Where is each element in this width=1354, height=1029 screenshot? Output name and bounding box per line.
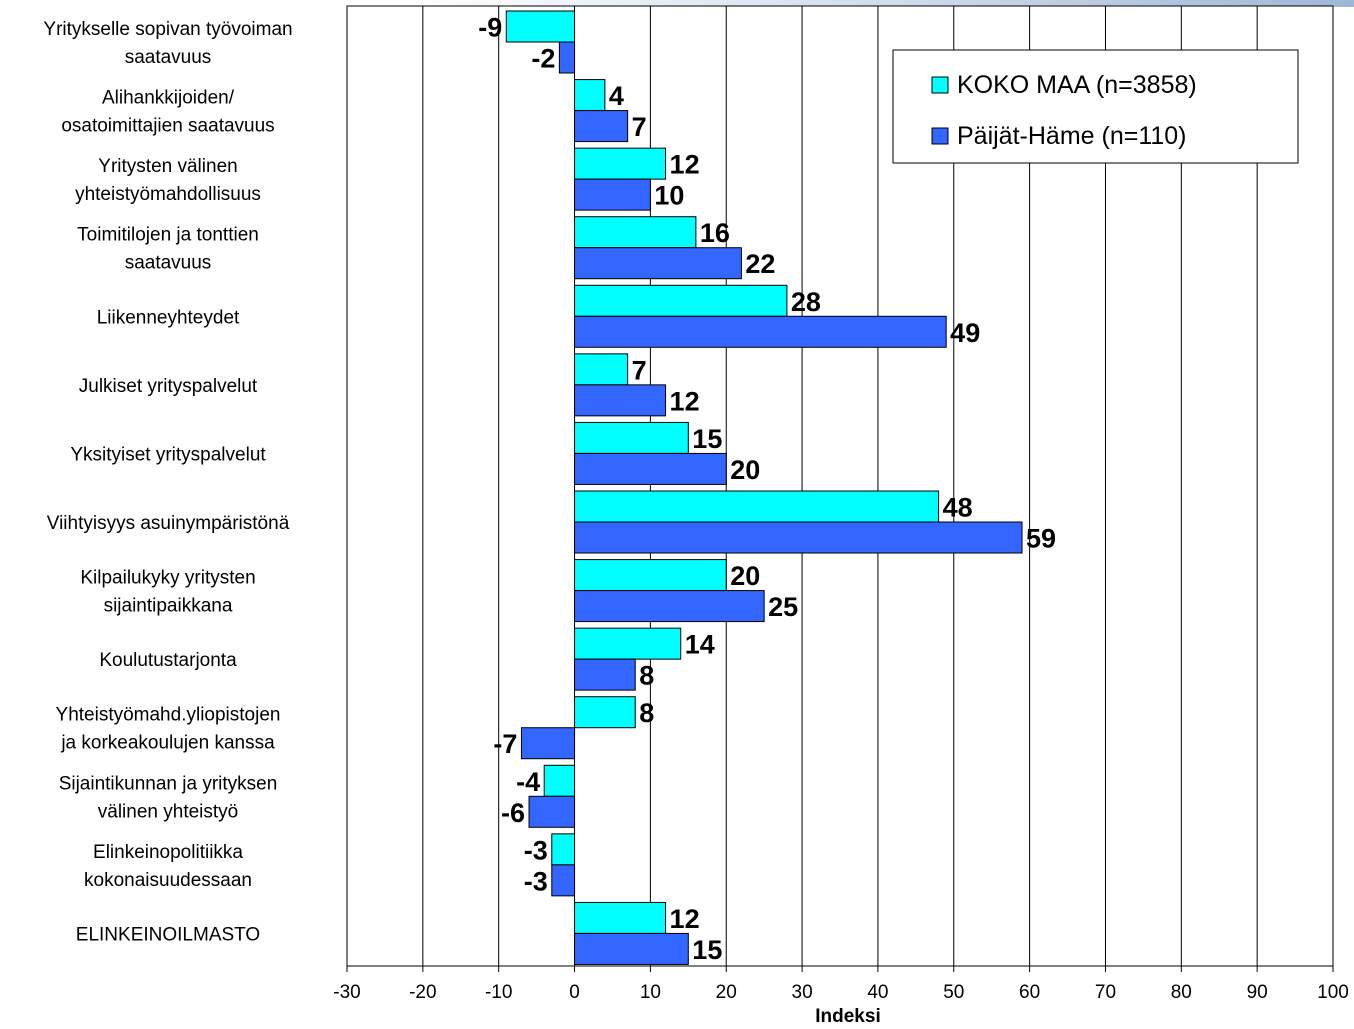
data-label: -2	[531, 44, 555, 74]
data-label: 28	[791, 287, 821, 317]
x-tick-label: 50	[943, 982, 964, 1003]
data-label: 4	[609, 81, 624, 111]
bar-paijat-hame	[574, 178, 651, 211]
x-tick-label: -30	[333, 982, 360, 1003]
bar-koko-maa	[505, 10, 576, 43]
category-label: Yritysten välinen yhteistyömahdollisuus	[75, 156, 261, 205]
category-label: Yksityiset yrityspalvelut	[70, 444, 266, 465]
bar-koko-maa	[574, 79, 606, 112]
bar-koko-maa	[574, 696, 636, 729]
bar-koko-maa	[543, 764, 576, 797]
data-label: -3	[524, 866, 548, 896]
bar-paijat-hame	[574, 247, 742, 280]
x-tick-label: 60	[1019, 982, 1040, 1003]
category-label: Alihankkijoiden/osatoimittajien saatavuu…	[61, 88, 274, 137]
data-label: 59	[1026, 524, 1056, 554]
bar-koko-maa	[574, 284, 788, 317]
bar-koko-maa	[574, 627, 682, 660]
bar-paijat-hame	[574, 521, 1023, 554]
data-label: 7	[632, 112, 647, 142]
data-label: 20	[730, 455, 760, 485]
data-label: 15	[692, 424, 722, 454]
data-label: 7	[632, 355, 647, 385]
bar-koko-maa	[551, 833, 576, 866]
x-tick-label: 30	[792, 982, 813, 1003]
category-label: Sijaintikunnan ja yrityksen välinen yhtei…	[59, 773, 278, 822]
legend-entry: KOKO MAA (n=3858)	[957, 71, 1197, 99]
data-label: -6	[501, 798, 525, 828]
x-tick-label: -10	[485, 982, 512, 1003]
data-label: 12	[670, 904, 700, 934]
data-label: 12	[670, 386, 700, 416]
bar-koko-maa	[574, 490, 940, 523]
x-axis: -30 -20 -10 0 10 20 30 40 50 60 70 80 90 100	[333, 965, 1349, 1003]
legend-box	[892, 49, 1299, 164]
legend-entry: Päijät-Häme (n=110)	[957, 122, 1187, 150]
data-label: 12	[670, 150, 700, 180]
category-label: Viihtyisyys asuinympäristönä	[47, 513, 290, 534]
bar-paijat-hame	[558, 41, 576, 74]
data-label: 10	[654, 181, 684, 211]
bar-paijat-hame	[574, 658, 636, 691]
category-label: ELINKEINOILMASTO	[76, 924, 260, 945]
x-axis-title: Indeksi	[815, 1006, 880, 1027]
data-label: -9	[478, 13, 502, 43]
x-tick-label: 100	[1317, 982, 1349, 1003]
data-label: 22	[745, 249, 775, 279]
x-tick-label: 0	[569, 982, 580, 1003]
value-labels: -9-2471210162228497121520485920251488-7-…	[478, 13, 1056, 965]
x-tick-label: 70	[1095, 982, 1116, 1003]
bar-paijat-hame	[551, 864, 576, 897]
category-label: Liikenneyhteydet	[97, 307, 240, 328]
data-label: 25	[768, 592, 798, 622]
category-label: Kilpailukyky yritysten sijaintipaikkana	[80, 568, 255, 617]
category-label: Julkiset yrityspalvelut	[79, 376, 258, 397]
x-tick-label: 90	[1247, 982, 1268, 1003]
data-label: 14	[685, 630, 715, 660]
category-labels: Yritykselle sopivan työvoiman saatavuus Al…	[43, 19, 292, 945]
bar-koko-maa	[574, 353, 629, 386]
category-label: Yhteistyömahd.yliopistojen ja korkeakoulu…	[56, 705, 281, 754]
bar-paijat-hame	[574, 315, 947, 348]
bar-koko-maa	[574, 216, 697, 249]
data-label: 49	[950, 318, 980, 348]
data-label: -3	[524, 835, 548, 865]
data-label: -7	[493, 729, 517, 759]
bar-paijat-hame	[520, 727, 576, 760]
bar-paijat-hame	[574, 932, 689, 965]
data-label: 8	[639, 698, 654, 728]
bar-koko-maa	[574, 901, 667, 934]
plot-area	[346, 5, 1334, 967]
data-label: -4	[516, 767, 540, 797]
data-label: 20	[730, 561, 760, 591]
bar-koko-maa	[574, 559, 727, 592]
category-label: Yritykselle sopivan työvoiman saatavuus	[43, 19, 292, 68]
bars	[505, 10, 1023, 965]
legend-swatch	[931, 76, 949, 94]
legend: KOKO MAA (n=3858) Päijät-Häme (n=110)	[892, 49, 1299, 164]
x-tick-label: 80	[1171, 982, 1192, 1003]
bar-paijat-hame	[574, 590, 765, 623]
bar-paijat-hame	[574, 452, 727, 485]
bar-paijat-hame	[574, 110, 629, 143]
category-label: Toimitilojen ja tonttien saatavuus	[77, 225, 259, 274]
x-tick-label: 20	[716, 982, 737, 1003]
legend-swatch	[931, 127, 949, 145]
bar-koko-maa	[574, 147, 667, 180]
bar-paijat-hame	[528, 795, 576, 828]
top-decorative-strip	[0, 0, 1354, 7]
data-label: 48	[943, 493, 973, 523]
x-tick-label: 10	[640, 982, 661, 1003]
x-tick-label: -20	[409, 982, 436, 1003]
bar-koko-maa	[574, 421, 689, 454]
x-tick-label: 40	[867, 982, 888, 1003]
data-label: 15	[692, 935, 722, 965]
gridlines	[422, 6, 1258, 966]
category-label: Elinkeinopolitiikka kokonaisuudessaan	[84, 842, 252, 891]
bar-paijat-hame	[574, 384, 667, 417]
data-label: 16	[700, 218, 730, 248]
category-label: Koulutustarjonta	[99, 650, 237, 671]
data-label: 8	[639, 661, 654, 691]
